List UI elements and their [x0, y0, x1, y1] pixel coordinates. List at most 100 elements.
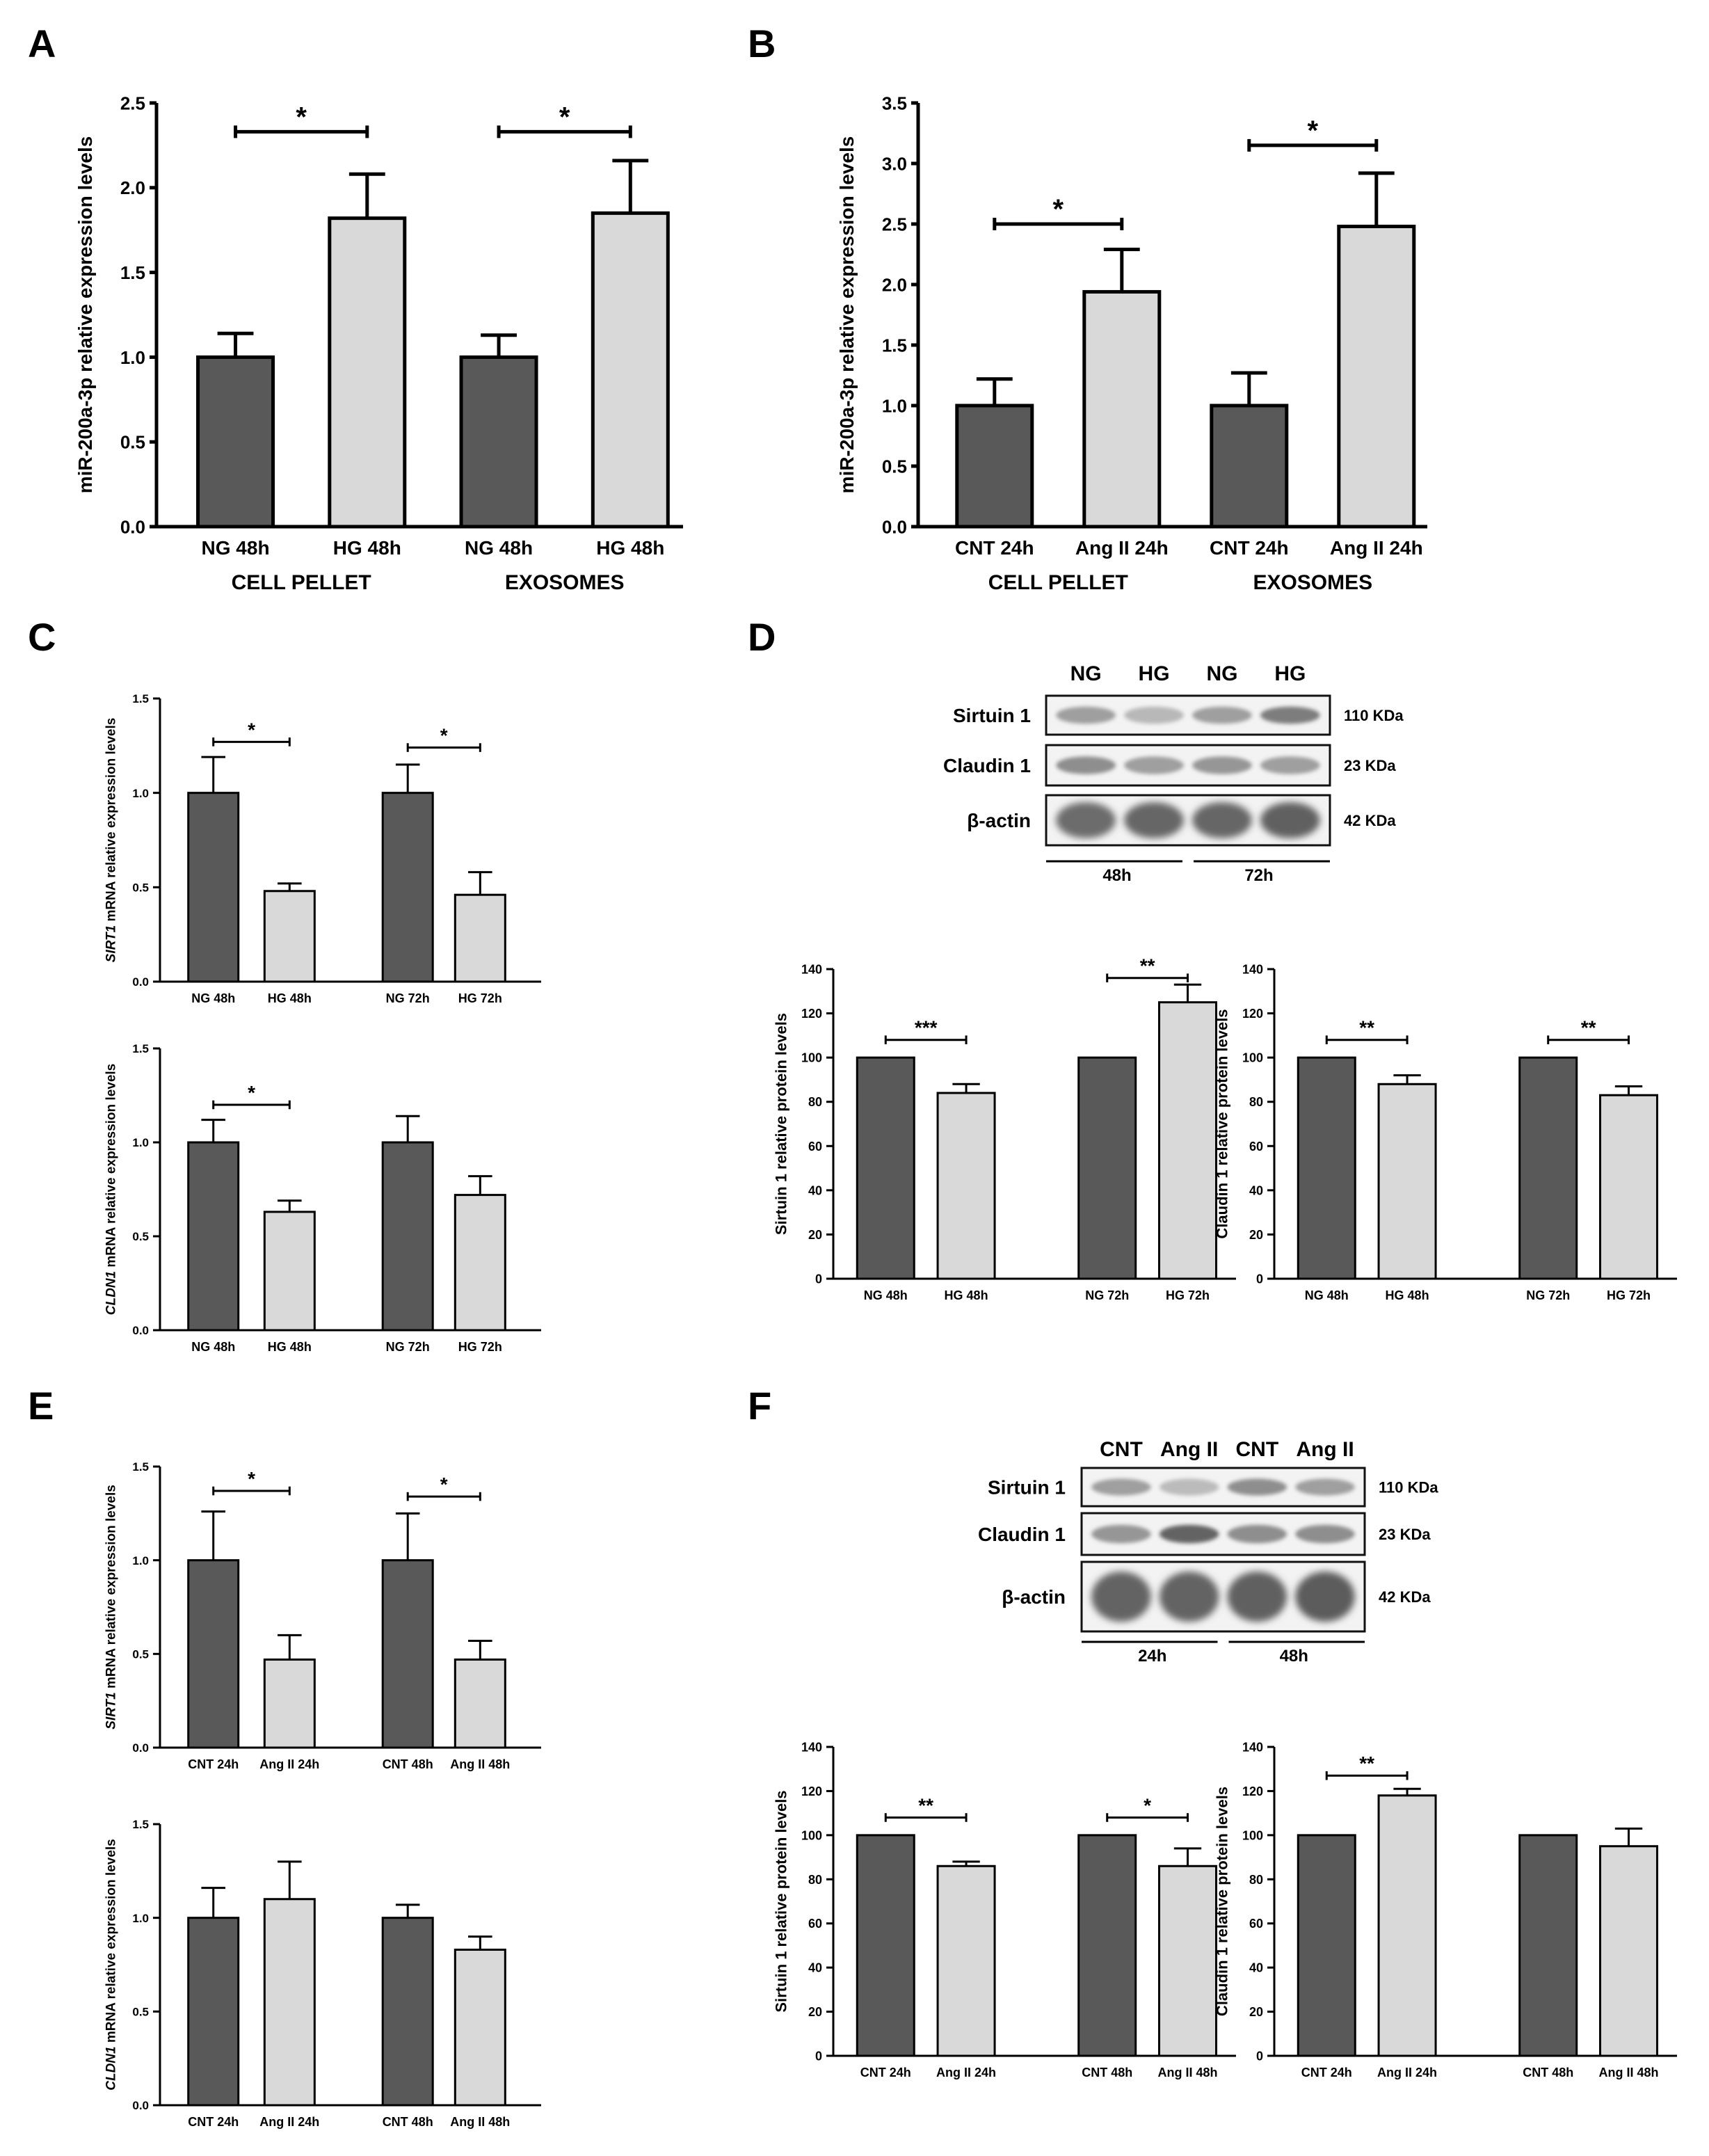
- x-category-label: HG 72h: [458, 1340, 502, 1354]
- x-category-label: CNT 48h: [383, 1757, 433, 1771]
- x-category-label: NG 48h: [202, 537, 270, 559]
- y-tick-label: 3.5: [882, 93, 907, 113]
- blot-band: [1159, 1524, 1219, 1544]
- panel-label-d: D: [748, 615, 776, 659]
- bar-0-0: [856, 1056, 915, 1280]
- sig-marker: *: [248, 1468, 255, 1490]
- sig-marker: **: [1359, 1752, 1374, 1774]
- y-tick-label: 2.5: [120, 93, 145, 113]
- blot-band: [1260, 706, 1320, 724]
- y-tick-label: 60: [808, 1917, 822, 1931]
- chart-a-mir200a: 0.0 0.5 1.0 1.5 2.0 2.5 miR-200a-3p relative e…: [74, 93, 683, 594]
- chart-e-cldn1-mrna: 0.0 0.5 1.0 1.5 CLDN1 mRNA relative expressi…: [104, 1818, 541, 2129]
- y-tick-label: 140: [801, 1740, 822, 1754]
- blot-size-label: 23 KDa: [1344, 757, 1396, 774]
- bar-1-0: [1210, 404, 1289, 529]
- panel-label-a: A: [28, 22, 56, 65]
- y-tick-label: 0.5: [882, 456, 907, 477]
- blot-band: [1056, 802, 1116, 838]
- bar-0-0: [187, 1917, 240, 2107]
- sig-marker: *: [440, 1474, 448, 1495]
- y-axis-label-text: mRNA relative expression levels: [104, 718, 119, 925]
- blot-band: [1124, 756, 1184, 774]
- y-axis-label: miR-200a-3p relative expression levels: [74, 136, 96, 494]
- sig-marker: *: [440, 725, 448, 746]
- bar-0-1: [936, 1092, 996, 1280]
- y-axis-label: Sirtuin 1 relative protein levels: [772, 1790, 789, 2012]
- blot-band: [1192, 706, 1252, 724]
- blot-band: [1295, 1478, 1355, 1496]
- x-category-label: Ang II 48h: [1599, 2066, 1659, 2079]
- chart-d-sirtuin1-protein: 0 20 40 60 80 100 120 140 Sirtuin 1 relative pro…: [772, 955, 1236, 1302]
- y-axis-label: SIRT1 mRNA relative expression levels: [104, 718, 119, 963]
- bar-1-0: [1077, 1834, 1137, 2057]
- y-tick-label: 120: [1242, 1007, 1263, 1021]
- x-category-label: HG 48h: [268, 991, 312, 1005]
- y-tick-label: 0: [815, 2049, 822, 2063]
- y-axis-label-gene: CLDN1: [104, 1271, 119, 1315]
- panel-label-c: C: [28, 615, 56, 659]
- x-category-label: Ang II 24h: [1075, 537, 1169, 559]
- x-category-label: Ang II 48h: [1158, 2066, 1218, 2079]
- y-tick-label: 40: [1249, 1961, 1263, 1975]
- bar-1-1: [454, 1948, 506, 2107]
- y-tick-label: 1.0: [120, 347, 145, 368]
- y-tick-label: 120: [1242, 1784, 1263, 1798]
- sig-marker: *: [248, 1082, 255, 1103]
- y-tick-label: 3.0: [882, 153, 907, 174]
- y-tick-label: 2.0: [882, 274, 907, 295]
- y-tick-label: 20: [1249, 1228, 1263, 1242]
- bar-0-0: [187, 792, 240, 983]
- bar-1-1: [454, 893, 506, 983]
- bar-1-1: [454, 1194, 506, 1332]
- x-category-label: Ang II 24h: [259, 1757, 319, 1771]
- x-category-label: Ang II 24h: [1377, 2066, 1437, 2079]
- y-tick-label: 1.5: [882, 335, 907, 356]
- bar-1-0: [459, 355, 538, 529]
- bar-0-0: [196, 355, 275, 529]
- bar-1-0: [1518, 1834, 1578, 2057]
- sig-marker: *: [296, 102, 307, 132]
- y-tick-label: 0.5: [132, 2005, 149, 2018]
- blot-band: [1295, 1524, 1355, 1544]
- y-tick-label: 2.5: [882, 214, 907, 234]
- western-blot-f: CNT Ang II CNT Ang II Sirtuin 1 110 KDa Claudi…: [978, 1438, 1438, 1666]
- bar-1-1: [1599, 1094, 1659, 1280]
- bar-0-1: [263, 1211, 316, 1332]
- chart-d-claudin1-protein: 0 20 40 60 80 100 120 140 Claudin 1 relative pro…: [1213, 962, 1677, 1302]
- bar-1-1: [1158, 1864, 1218, 2057]
- bar-0-1: [328, 216, 407, 529]
- bar-1-1: [1158, 1001, 1218, 1280]
- y-tick-label: 1.0: [132, 1554, 149, 1567]
- bar-0-0: [856, 1834, 915, 2057]
- x-category-label: Ang II 24h: [936, 2066, 996, 2079]
- x-category-label: CNT 48h: [1523, 2066, 1573, 2079]
- x-category-label: CNT 24h: [1210, 537, 1289, 559]
- y-tick-label: 100: [801, 1828, 822, 1842]
- y-tick-label: 80: [1249, 1095, 1263, 1109]
- blot-lane-label: HG: [1274, 662, 1306, 685]
- x-category-label: CNT 48h: [1082, 2066, 1132, 2079]
- y-tick-label: 120: [801, 1007, 822, 1021]
- y-axis-label: miR-200a-3p relative expression levels: [836, 136, 858, 494]
- y-tick-label: 1.5: [132, 1460, 149, 1474]
- x-category-label: HG 72h: [458, 991, 502, 1005]
- blot-lane-label: NG: [1070, 662, 1102, 685]
- y-tick-label: 0.5: [132, 1647, 149, 1661]
- blot-row-label: Claudin 1: [978, 1524, 1066, 1545]
- sig-marker: *: [559, 102, 570, 132]
- sig-marker: **: [1359, 1017, 1374, 1039]
- blot-lane-label: Ang II: [1160, 1438, 1218, 1461]
- sig-marker: *: [248, 719, 255, 740]
- blot-band: [1159, 1478, 1219, 1496]
- blot-lane-label: CNT: [1100, 1438, 1143, 1461]
- x-category-label: CNT 24h: [955, 537, 1034, 559]
- blot-row-label: Sirtuin 1: [988, 1477, 1066, 1499]
- bar-1-0: [381, 1559, 434, 1749]
- blot-row-label: β-actin: [967, 810, 1031, 831]
- bar-0-0: [187, 1141, 240, 1332]
- y-tick-label: 20: [1249, 2005, 1263, 2019]
- blot-time-label: 48h: [1280, 1647, 1308, 1666]
- bar-0-1: [1377, 1083, 1437, 1280]
- y-tick-label: 0.0: [132, 975, 149, 989]
